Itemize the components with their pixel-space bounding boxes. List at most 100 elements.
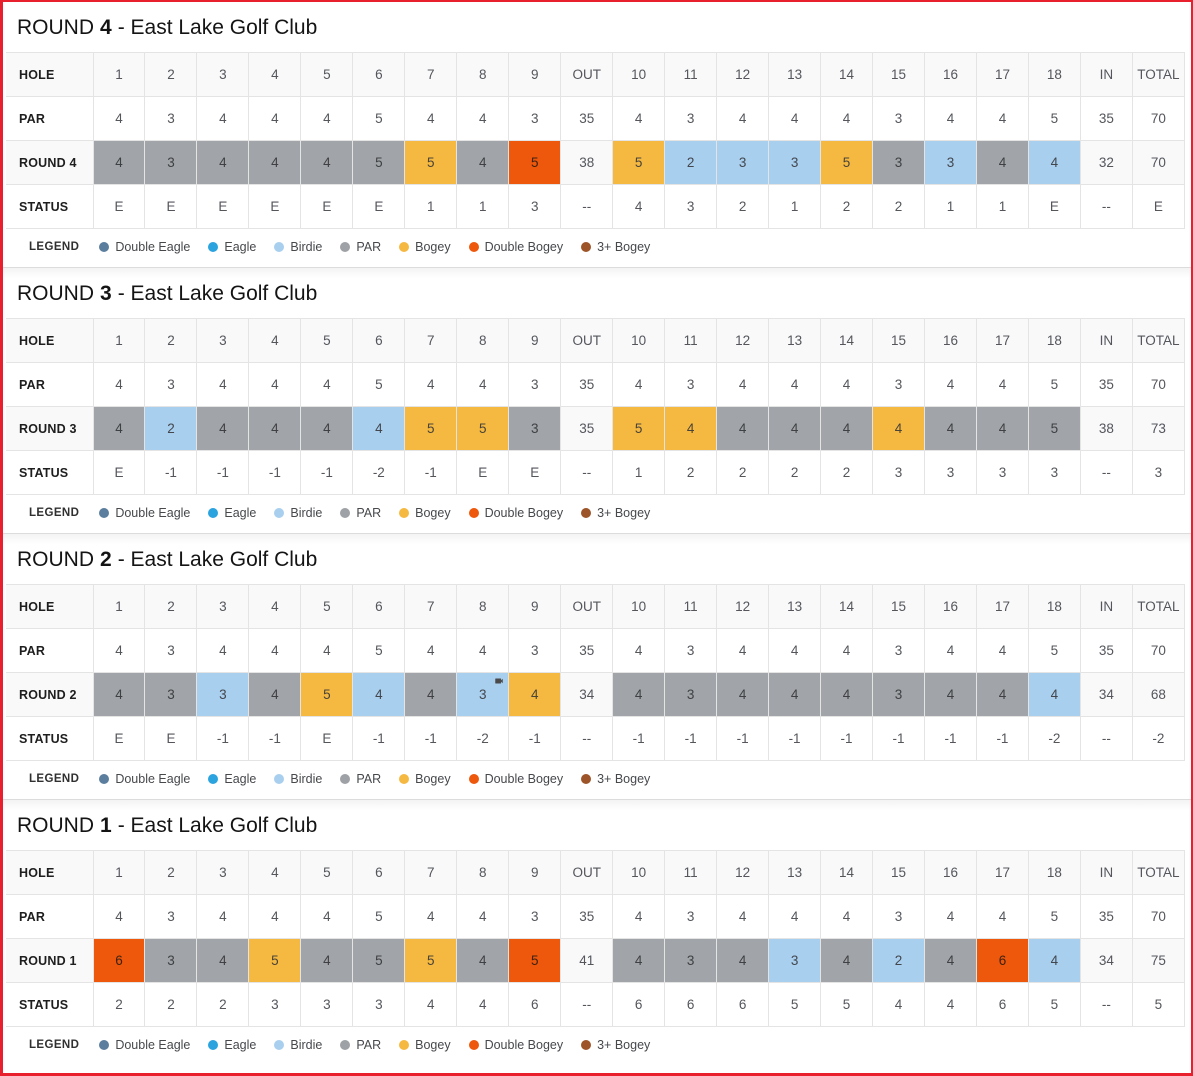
par-cell: 70 [1131, 628, 1186, 673]
legend-item-label: PAR [356, 772, 382, 786]
status-cell: -1 [664, 716, 718, 761]
hole-header-cell: 10 [612, 318, 666, 363]
status-cell: 2 [716, 450, 770, 495]
par-cell: 5 [1027, 96, 1081, 141]
par-cell: 4 [924, 628, 977, 673]
hole-header-cell: 17 [975, 318, 1029, 363]
hole-header-row: HOLE 1 2 3 4 5 6 7 8 9 OUT 10 11 12 13 14 15 16 17 18 IN TOTA… [6, 850, 1186, 895]
score-value: 4 [634, 687, 643, 702]
status-cell: -1 [924, 716, 977, 761]
score-cell: 4 [196, 140, 250, 185]
hole-header-cell: 10 [612, 52, 666, 97]
hole-header-cell: 8 [456, 52, 510, 97]
status-cell: E [508, 450, 562, 495]
hole-header-cell: IN [1079, 584, 1133, 629]
hole-header-cell: 5 [300, 850, 354, 895]
legend-dot [468, 508, 479, 518]
legend-item: Birdie [274, 1038, 322, 1052]
score-cell: 4 [456, 140, 510, 185]
hole-header-cell: 4 [248, 584, 302, 629]
hole-header-cell: 1 [92, 52, 146, 97]
score-value: 34 [1098, 953, 1114, 968]
videocam-icon[interactable] [494, 676, 504, 686]
score-cell: 3 [144, 672, 198, 717]
par-cell: 4 [92, 362, 146, 407]
legend-item: 3+ Bogey [581, 772, 650, 786]
hole-header-cell: 14 [820, 52, 874, 97]
round-title-number: 2 [100, 548, 112, 571]
par-cell: 3 [664, 628, 718, 673]
round-title-number: 3 [100, 282, 112, 305]
legend-item-label: Birdie [290, 772, 323, 786]
status-cell: 6 [612, 982, 666, 1027]
score-value: 41 [579, 953, 595, 968]
hole-header-cell: 12 [716, 52, 770, 97]
par-cell: 5 [352, 894, 406, 939]
hole-header-cell: 18 [1027, 850, 1081, 895]
status-cell: 5 [1131, 982, 1186, 1027]
score-cell: 5 [508, 140, 562, 185]
scorecard-table: HOLE 1 2 3 4 5 6 7 8 9 OUT 10 11 12 13 14 15 16 17 18 IN TOTA… [6, 52, 1186, 229]
score-value: 38 [579, 155, 595, 170]
score-value: 68 [1150, 687, 1166, 702]
legend-title: LEGEND [29, 507, 80, 519]
score-value: 34 [579, 687, 595, 702]
score-value: 4 [998, 421, 1007, 436]
score-value: 4 [271, 687, 279, 702]
round-row-label: ROUND 2 [6, 672, 94, 717]
legend-item: Double Eagle [99, 240, 190, 254]
score-cell: 3 [144, 140, 198, 185]
par-cell: 4 [248, 96, 302, 141]
par-cell: 4 [300, 894, 354, 939]
par-row-label: PAR [6, 894, 94, 939]
score-value: 3 [790, 953, 799, 968]
par-cell: 4 [248, 362, 302, 407]
par-row-label: PAR [6, 628, 94, 673]
status-cell: 2 [196, 982, 250, 1027]
status-cell: -1 [300, 450, 354, 495]
score-cell: 5 [300, 672, 354, 717]
score-value: 4 [634, 953, 643, 968]
score-value: 4 [115, 155, 123, 170]
score-value: 4 [842, 421, 851, 436]
status-cell: 2 [664, 450, 718, 495]
par-cell: 5 [352, 96, 406, 141]
par-cell: 4 [768, 96, 822, 141]
legend-dot [468, 1040, 479, 1050]
status-row-label: STATUS [6, 184, 94, 229]
legend-item-label: Double Eagle [115, 240, 191, 254]
status-cell: 5 [820, 982, 874, 1027]
status-row: STATUS 2 2 2 3 3 3 4 4 6 -- 6 6 6 5 5 4 4 6 5 -- 5 [6, 982, 1186, 1027]
par-cell: 4 [975, 894, 1029, 939]
legend: LEGEND Double Eagle Eagle Birdie PAR Bogey Do… [3, 495, 1191, 533]
hole-header-cell: 15 [872, 52, 925, 97]
score-cell: 4 [612, 672, 666, 717]
hole-header-cell: 11 [664, 850, 718, 895]
hole-header-cell: 16 [924, 52, 977, 97]
legend-item: PAR [340, 772, 381, 786]
status-cell: 1 [456, 184, 510, 229]
status-cell: 3 [352, 982, 406, 1027]
hole-header-cell: 12 [716, 318, 770, 363]
score-value: 5 [842, 155, 851, 170]
score-cell: 3 [872, 140, 925, 185]
hole-header-cell: 9 [508, 850, 562, 895]
score-cell: 3 [716, 140, 770, 185]
score-cell: 4 [508, 672, 562, 717]
par-row: PAR 4 3 4 4 4 5 4 4 3 35 4 3 4 4 4 3 4 4 5 35 70 [6, 628, 1186, 673]
hole-header-cell: 2 [144, 318, 198, 363]
score-cell: 41 [560, 938, 614, 983]
score-cell: 3 [872, 672, 925, 717]
legend-dot [99, 242, 110, 252]
round-title: ROUND 2- East Lake Golf Club [3, 535, 1191, 584]
legend-dot [340, 508, 351, 518]
legend: LEGEND Double Eagle Eagle Birdie PAR Bogey Do… [3, 229, 1191, 267]
status-cell: 1 [975, 184, 1029, 229]
round-section: ROUND 4- East Lake Golf Club HOLE 1 2 3 4 5 6 7 8… [3, 2, 1191, 267]
legend-item-label: Double Eagle [115, 1038, 191, 1052]
legend-item: Birdie [274, 772, 322, 786]
par-cell: 35 [560, 362, 614, 407]
score-value: 5 [427, 421, 435, 436]
hole-header-cell: OUT [560, 52, 614, 97]
